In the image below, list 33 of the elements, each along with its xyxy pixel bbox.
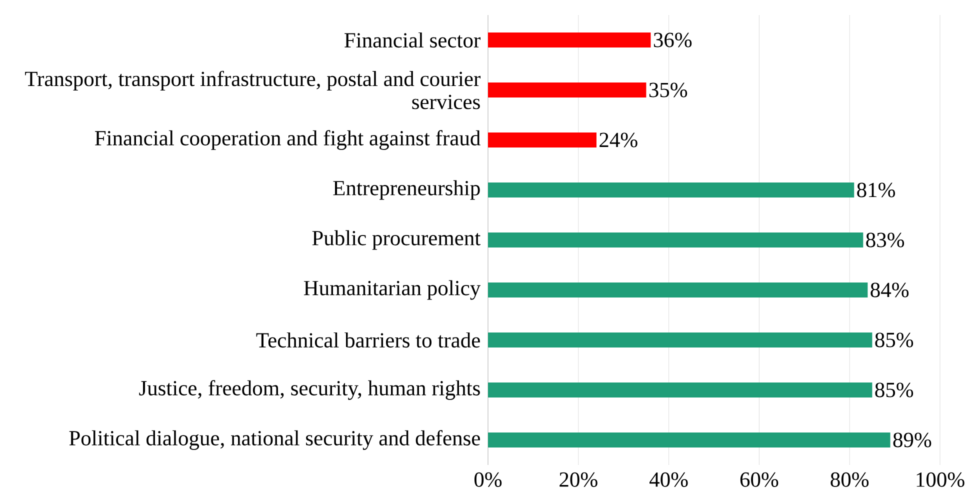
data-label: 85% <box>875 332 914 348</box>
y-tick-label: Financial sector <box>344 32 480 48</box>
data-label: 35% <box>649 82 688 98</box>
x-tick-label: 40% <box>650 472 688 487</box>
y-tick-label: Transport, transport infrastructure, postal and courier services <box>25 70 480 110</box>
y-tick-label: Justice, freedom, security, human rights <box>139 380 480 400</box>
y-tick-label: Financial cooperation and fight against fraud <box>94 130 480 150</box>
x-tick-label: 60% <box>740 472 778 487</box>
y-tick-label: Technical barriers to trade <box>256 332 480 348</box>
y-tick-label: Political dialogue, national security and defense <box>69 430 480 450</box>
data-label: 36% <box>654 32 692 48</box>
bar <box>488 182 854 198</box>
x-tick-label: 0% <box>474 472 502 487</box>
data-label: 84% <box>870 282 909 298</box>
bar <box>488 132 596 148</box>
x-tick-label: 20% <box>560 472 598 487</box>
data-label: 89% <box>893 432 932 448</box>
bar <box>488 282 868 298</box>
bar <box>488 382 872 398</box>
data-label: 85% <box>875 382 914 398</box>
data-label: 24% <box>600 132 638 148</box>
bar <box>488 232 864 248</box>
x-tick-label: 100% <box>916 472 964 487</box>
bar <box>488 82 646 98</box>
data-label: 81% <box>857 182 895 198</box>
x-tick-label: 80% <box>830 472 869 487</box>
data-label: 83% <box>866 232 904 248</box>
y-tick-label: Humanitarian policy <box>304 280 481 300</box>
bar <box>488 332 872 348</box>
bar <box>488 432 890 448</box>
y-tick-label: Public procurement <box>312 230 481 250</box>
bar <box>488 32 651 48</box>
y-tick-label: Entrepreneurship <box>333 180 480 200</box>
